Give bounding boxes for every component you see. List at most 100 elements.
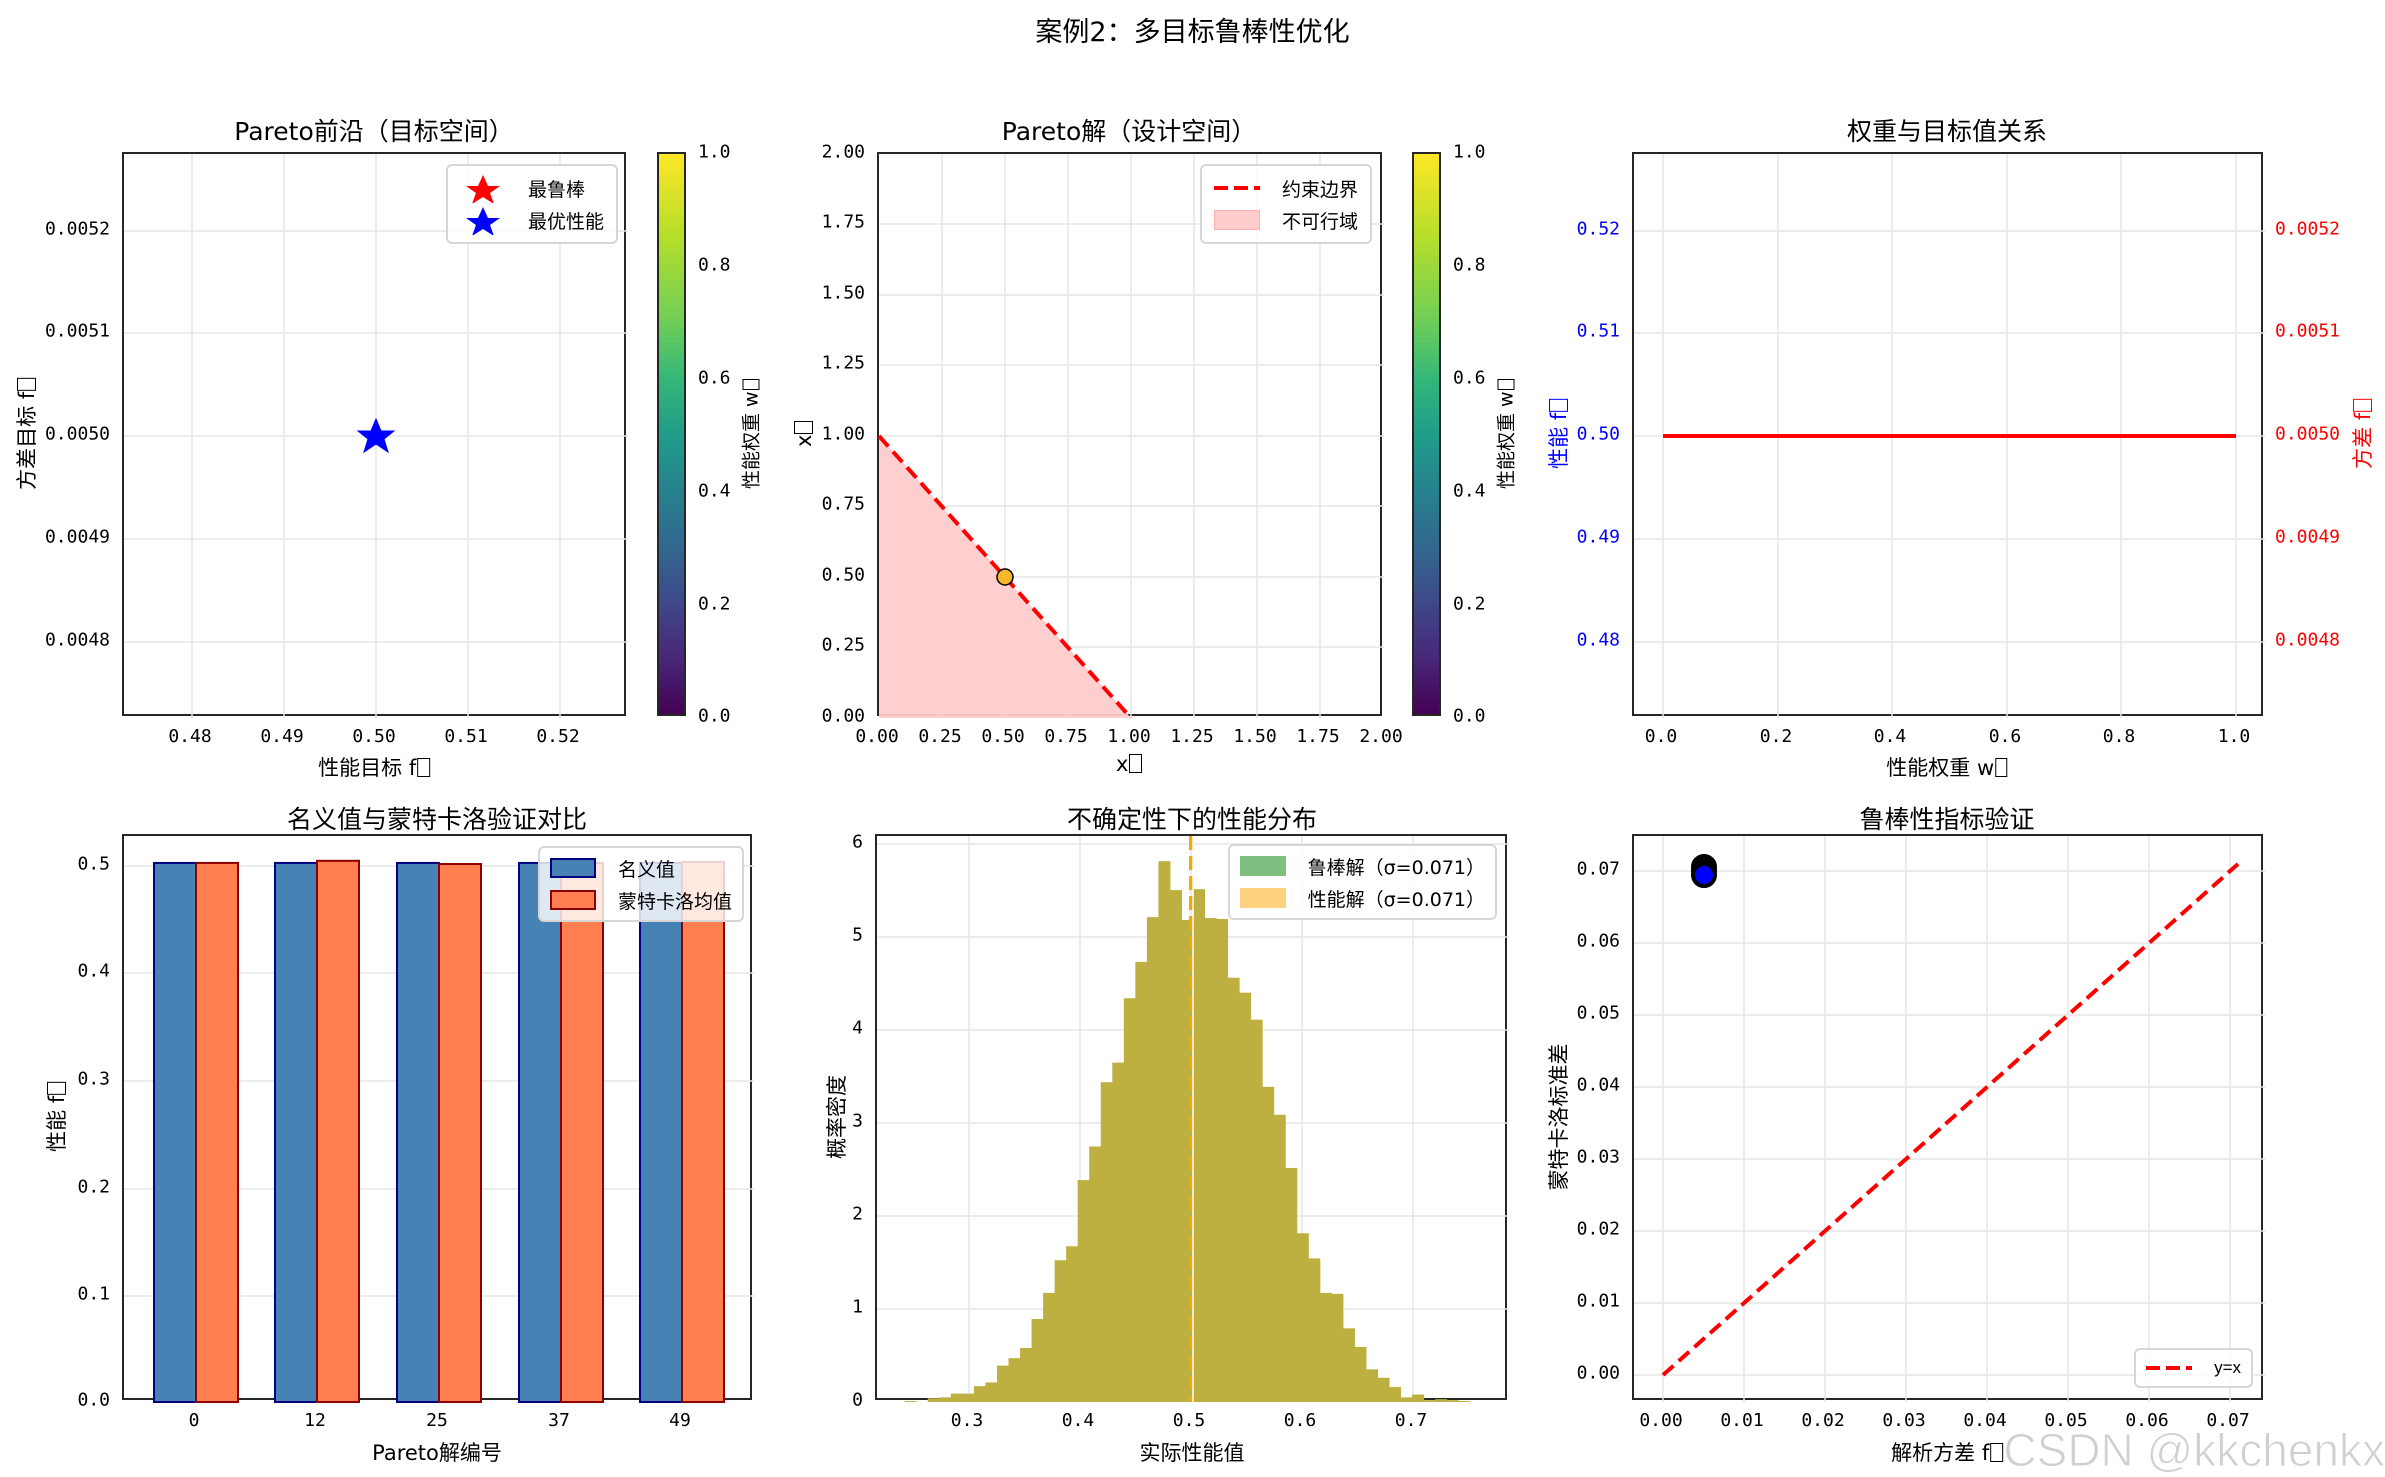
mc-mean-bar xyxy=(195,861,239,1403)
histogram-bin xyxy=(1239,992,1252,1402)
p4-ytick: 0.3 xyxy=(77,1068,110,1090)
p1-xtick: 0.50 xyxy=(352,726,396,747)
p3-ytick-right: 0.0050 xyxy=(2275,423,2341,445)
p5-ylabel: 概率密度 xyxy=(825,1075,849,1159)
p1-ytick: 0.0048 xyxy=(44,629,110,651)
red-star-icon xyxy=(465,175,500,203)
dashed-line-icon xyxy=(2146,1366,2193,1370)
p4-xtick: 25 xyxy=(426,1410,448,1431)
histogram-bin xyxy=(1262,1086,1275,1402)
panel5-axes: 鲁棒解（σ=0.071） 性能解（σ=0.071） xyxy=(875,834,1509,1402)
p4-xtick: 12 xyxy=(304,1410,326,1431)
p4-xtick: 37 xyxy=(548,1410,570,1431)
mc-mean-bar xyxy=(681,860,725,1404)
histogram-bin xyxy=(1008,1358,1021,1402)
nominal-bar xyxy=(274,861,318,1403)
histogram-bin xyxy=(1296,1233,1309,1402)
panel5-legend: 鲁棒解（σ=0.071） 性能解（σ=0.071） xyxy=(1227,844,1497,920)
p2-ytick: 1.25 xyxy=(821,352,865,374)
p6-ytick: 0.04 xyxy=(1576,1074,1620,1096)
histogram-bin xyxy=(1031,1319,1044,1402)
histogram-bin xyxy=(1423,1400,1436,1402)
p3-ytick-left: 0.50 xyxy=(1576,423,1620,445)
p1-xtick: 0.51 xyxy=(444,726,488,747)
p5-ytick: 3 xyxy=(852,1110,863,1132)
histogram-bin xyxy=(996,1365,1010,1402)
nominal-bar xyxy=(639,861,683,1403)
p1-cbar-tick: 0.4 xyxy=(698,480,731,502)
histogram-bin xyxy=(1169,890,1182,1402)
histogram-bin xyxy=(1146,917,1159,1402)
best-performance-star-marker xyxy=(356,417,396,454)
p2-xtick: 1.50 xyxy=(1233,726,1277,747)
histogram-bin xyxy=(1250,1019,1263,1402)
p2-cbar-tick: 0.6 xyxy=(1453,367,1486,389)
p3-ylabel-left: 性能 f xyxy=(1543,399,1573,469)
histogram-bin xyxy=(1285,1167,1298,1402)
p1-cbar-tick: 0.6 xyxy=(698,367,731,389)
p2-ytick: 1.50 xyxy=(821,282,865,304)
histogram-bin xyxy=(927,1398,940,1402)
p1-ytick: 0.0052 xyxy=(44,218,110,240)
histogram-bin xyxy=(939,1397,952,1402)
p3-ytick-left: 0.52 xyxy=(1576,218,1620,240)
histogram-bin xyxy=(1377,1377,1390,1402)
nominal-bar xyxy=(153,861,197,1403)
legend-item-infeasible: 不可行域 xyxy=(1213,204,1358,236)
p2-xtick: 1.25 xyxy=(1170,726,1214,747)
performance-swatch-icon xyxy=(1239,888,1286,908)
p1-cbar-tick: 0.2 xyxy=(698,593,731,615)
blue-star-icon xyxy=(465,207,500,235)
histogram-bin xyxy=(1066,1246,1079,1402)
panel2-axes: 约束边界 不可行域 xyxy=(877,152,1384,720)
p5-ytick: 1 xyxy=(852,1296,863,1318)
p5-ytick: 0 xyxy=(852,1389,863,1411)
p3-xtick: 0.8 xyxy=(2102,726,2136,747)
p6-xtick: 0.04 xyxy=(1963,1410,2007,1431)
panel6-title: 鲁棒性指标验证 xyxy=(1859,805,2035,834)
panel2-plot xyxy=(877,154,1384,720)
panel3-plot xyxy=(1634,154,2265,718)
p6-xtick: 0.01 xyxy=(1720,1410,1764,1431)
histogram-bin xyxy=(1400,1397,1413,1402)
figure-title: 案例2：多目标鲁棒性优化 xyxy=(1035,17,1350,48)
p4-ytick: 0.4 xyxy=(77,960,110,982)
legend-item-most-robust: 最鲁棒 xyxy=(460,172,604,204)
histogram-bin xyxy=(1331,1293,1344,1402)
nominal-bar xyxy=(396,861,440,1403)
histogram-bin xyxy=(1216,918,1229,1402)
histogram-bin xyxy=(1100,1082,1113,1402)
p2-cbar-tick: 0.8 xyxy=(1453,254,1486,276)
histogram-bin xyxy=(1158,861,1171,1402)
histogram-bin xyxy=(1273,1114,1286,1402)
panel6-axes: y=x xyxy=(1632,834,2265,1402)
panel2-legend: 约束边界 不可行域 xyxy=(1199,164,1372,244)
panel1-legend: 最鲁棒 最优性能 xyxy=(445,164,618,244)
histogram-bars xyxy=(904,861,1471,1402)
p6-ytick: 0.06 xyxy=(1576,930,1620,952)
panel1-axes: 最鲁棒 最优性能 xyxy=(122,152,628,718)
p3-xtick: 1.0 xyxy=(2217,726,2251,747)
p6-ytick: 0.00 xyxy=(1576,1362,1620,1384)
p2-colorbar-label: 性能权重 w xyxy=(1492,379,1519,489)
p3-ytick-left: 0.48 xyxy=(1576,629,1620,651)
p2-colorbar xyxy=(1412,152,1441,716)
p6-xtick: 0.00 xyxy=(1639,1410,1683,1431)
p6-xtick: 0.07 xyxy=(2206,1410,2250,1431)
histogram-bin xyxy=(1342,1328,1355,1402)
legend-item-robust-solution: 鲁棒解（σ=0.071） xyxy=(1239,850,1485,882)
histogram-bin xyxy=(1354,1346,1367,1402)
mc-mean-bar xyxy=(316,859,360,1403)
histogram-bin xyxy=(1446,1400,1459,1402)
p2-xtick: 0.00 xyxy=(855,726,899,747)
histogram-bin xyxy=(1227,977,1240,1402)
histogram-bin xyxy=(1135,961,1148,1402)
p6-xtick: 0.03 xyxy=(1882,1410,1926,1431)
histogram-bin xyxy=(1193,889,1206,1402)
p6-xlabel: 解析方差 f xyxy=(1891,1437,2003,1467)
p1-xtick: 0.52 xyxy=(536,726,580,747)
histogram-bin xyxy=(962,1393,975,1402)
nominal-swatch-icon xyxy=(549,858,596,878)
mc-mean-swatch-icon xyxy=(549,890,596,910)
histogram-bin xyxy=(973,1386,986,1402)
